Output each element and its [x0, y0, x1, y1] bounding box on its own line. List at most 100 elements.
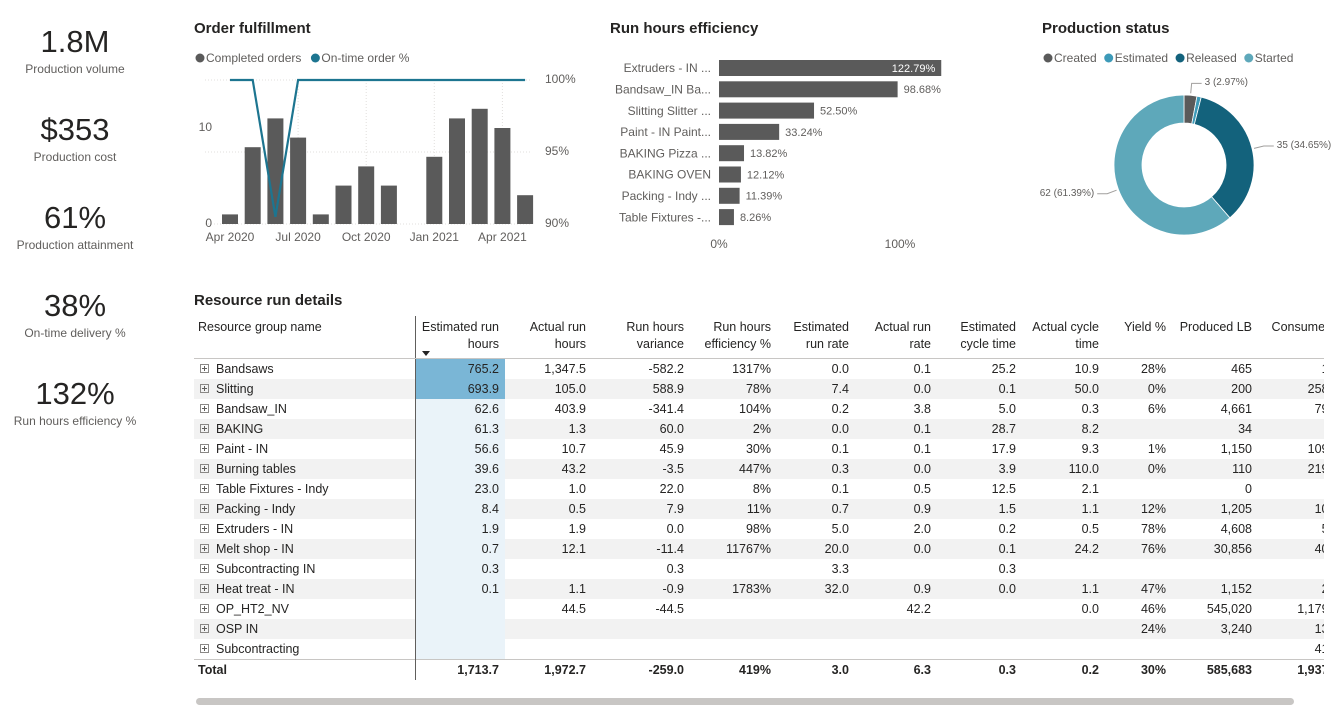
- column-header[interactable]: Yield %: [1105, 316, 1172, 359]
- table-row: OP_HT2_NV 44.5 -44.5 42.2 0.0 46% 545,020 1,179…: [194, 599, 1324, 619]
- x-tick-label: Apr 2021: [478, 230, 527, 244]
- cell: 0.2: [998, 522, 1016, 536]
- donut-slice: [1193, 96, 1255, 219]
- cell: 447%: [690, 459, 777, 479]
- cell: 1.3: [505, 419, 592, 439]
- table: Resource group name Estimated run hours Ac…: [194, 316, 1324, 680]
- legend-label: Started: [1255, 51, 1294, 65]
- cell: 0.1: [414, 579, 505, 599]
- expand-icon[interactable]: [200, 524, 209, 533]
- expand-icon[interactable]: [200, 384, 209, 393]
- y2-tick-label: 95%: [545, 144, 569, 158]
- kpi-value: $353: [40, 112, 110, 147]
- column-header[interactable]: Consumed: [1258, 316, 1324, 359]
- cell: 1783%: [690, 579, 777, 599]
- cell: 0.1: [937, 379, 1022, 399]
- cell: 0.3: [937, 659, 1022, 680]
- cell: 1.1: [1022, 499, 1105, 519]
- cell: 41,: [1314, 642, 1324, 656]
- cell: 78%: [1140, 522, 1166, 536]
- expand-icon[interactable]: [200, 624, 209, 633]
- bar: [267, 118, 284, 224]
- cell: 12.1: [505, 539, 592, 559]
- cell: 30,856: [1172, 539, 1258, 559]
- expand-icon[interactable]: [200, 544, 209, 553]
- y-tick-label: 10: [199, 120, 213, 134]
- cell: 1.1: [505, 579, 592, 599]
- cell: 39.6: [414, 459, 505, 479]
- cell: [1258, 559, 1324, 579]
- kpi-label: Run hours efficiency %: [13, 414, 137, 428]
- expand-icon[interactable]: [200, 424, 209, 433]
- cell: 200: [1172, 379, 1258, 399]
- cell: -44.5: [655, 602, 685, 616]
- kpi-value: 38%: [43, 288, 107, 323]
- row-header: Subcontracting IN: [194, 559, 415, 579]
- bar: [449, 118, 465, 224]
- cell: 0.1: [855, 419, 937, 439]
- expand-icon[interactable]: [200, 444, 209, 453]
- data-label: 52.50%: [820, 106, 858, 118]
- column-header[interactable]: Run hours efficiency %: [690, 316, 777, 359]
- column-header[interactable]: Estimated run hours: [414, 316, 505, 359]
- bar: [719, 209, 734, 226]
- scrollbar[interactable]: [196, 698, 1294, 705]
- column-header[interactable]: Produced LB: [1172, 316, 1258, 359]
- cell: 32.0: [777, 579, 855, 599]
- data-label: 12.12%: [747, 169, 785, 181]
- kpi-card: 132% Run hours efficiency %: [0, 376, 150, 428]
- cell: 1317%: [732, 362, 771, 376]
- cell: [855, 639, 937, 660]
- cell: 20.0: [777, 539, 855, 559]
- cell: 42.2: [906, 602, 931, 616]
- bar: [719, 145, 745, 162]
- bar: [719, 187, 740, 204]
- cell: 1.9: [414, 519, 505, 539]
- cell: 0.0: [1081, 602, 1099, 616]
- kpi-label: Production volume: [25, 62, 125, 76]
- expand-icon[interactable]: [200, 644, 209, 653]
- legend-marker: [310, 53, 320, 63]
- x-tick-label: Apr 2020: [206, 230, 255, 244]
- data-label: 11.39%: [746, 191, 783, 203]
- row-header: Bandsaw_IN: [194, 399, 415, 419]
- column-header[interactable]: Resource group name: [194, 316, 415, 359]
- cell: 79,: [1314, 402, 1324, 416]
- cell: 11767%: [690, 539, 777, 559]
- data-label: 3 (2.97%): [1204, 77, 1248, 89]
- cell: [855, 619, 937, 639]
- expand-icon[interactable]: [200, 504, 209, 513]
- expand-icon[interactable]: [200, 364, 209, 373]
- column-header[interactable]: Actual run hours: [505, 316, 592, 359]
- expand-icon[interactable]: [200, 464, 209, 473]
- line: [230, 78, 526, 217]
- cell: 1.1: [1022, 579, 1105, 599]
- cell: 588.9: [592, 379, 690, 399]
- expand-icon[interactable]: [200, 484, 209, 493]
- cell: 1.9: [568, 522, 586, 536]
- cell: [1022, 559, 1105, 579]
- data-label: 122.79%: [892, 63, 936, 75]
- cell: 5.0: [831, 522, 849, 536]
- cell: 56.6: [414, 439, 505, 459]
- expand-icon[interactable]: [200, 404, 209, 413]
- expand-icon[interactable]: [200, 564, 209, 573]
- bar: [426, 156, 443, 224]
- column-header[interactable]: Estimated cycle time: [937, 316, 1022, 359]
- column-header[interactable]: Actual cycle time: [1022, 316, 1105, 359]
- column-header[interactable]: Actual run rate: [855, 316, 937, 359]
- row-header: Bandsaws: [194, 359, 415, 380]
- row-header: Slitting: [194, 379, 415, 399]
- cell: [937, 639, 1022, 660]
- cell: [777, 599, 855, 619]
- category-label: Bandsaw_IN Ba...: [615, 82, 711, 96]
- expand-icon[interactable]: [200, 604, 209, 613]
- cell: 11%: [690, 499, 777, 519]
- cell: 3,240: [1172, 619, 1258, 639]
- column-header[interactable]: Run hours variance: [592, 316, 690, 359]
- cell: 34: [1172, 419, 1258, 439]
- data-label: 13.82%: [750, 148, 788, 160]
- expand-icon[interactable]: [200, 584, 209, 593]
- column-header[interactable]: Estimated run rate: [777, 316, 855, 359]
- cell: 0.1: [913, 362, 931, 376]
